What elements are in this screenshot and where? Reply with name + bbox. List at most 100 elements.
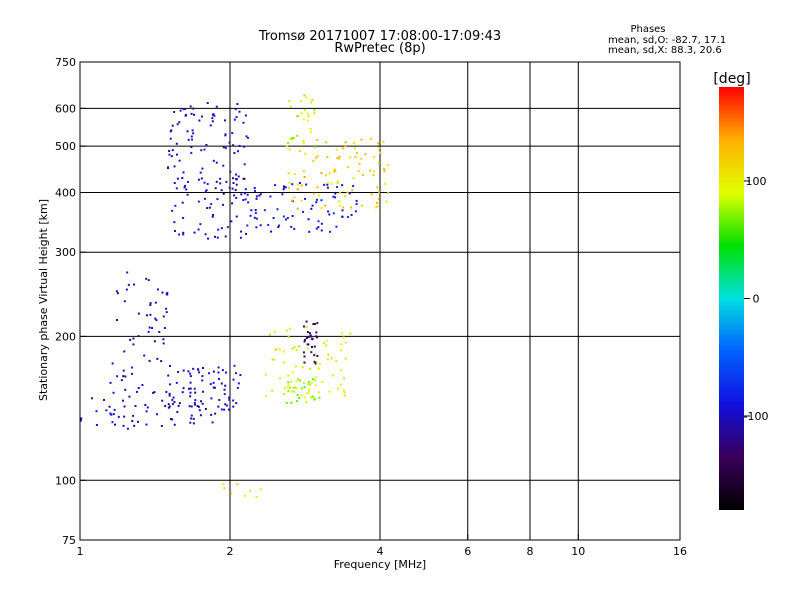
data-point <box>175 153 178 156</box>
data-point <box>342 206 345 209</box>
data-point <box>211 421 214 424</box>
data-point <box>287 381 290 384</box>
data-point <box>253 216 256 219</box>
data-point <box>236 483 239 486</box>
data-point <box>291 347 294 350</box>
data-point <box>343 391 346 394</box>
data-point <box>173 110 176 113</box>
data-point <box>325 141 328 144</box>
data-point <box>200 149 203 152</box>
data-point <box>347 216 350 219</box>
data-point <box>281 193 284 196</box>
data-point <box>317 155 320 158</box>
data-point <box>211 215 214 218</box>
data-point <box>201 366 204 369</box>
data-point <box>167 167 170 170</box>
data-point <box>188 387 191 390</box>
data-point <box>316 322 319 325</box>
data-point <box>206 207 209 210</box>
x-tick-label: 8 <box>527 545 534 558</box>
data-point <box>317 220 320 223</box>
data-point <box>302 382 305 385</box>
data-point <box>270 230 273 233</box>
data-point <box>192 132 195 135</box>
data-point <box>376 186 379 189</box>
data-point <box>277 226 280 229</box>
data-point <box>168 405 171 408</box>
data-point <box>161 291 164 294</box>
data-point <box>170 155 173 158</box>
data-point <box>295 380 298 383</box>
data-point <box>148 359 151 362</box>
data-point <box>232 378 235 381</box>
data-point <box>212 381 215 384</box>
data-point <box>344 341 347 344</box>
data-point <box>170 129 173 132</box>
data-point <box>320 207 323 210</box>
data-point <box>204 407 207 410</box>
data-point <box>236 150 239 153</box>
data-point <box>307 382 310 385</box>
data-point <box>338 200 341 203</box>
data-point <box>167 406 170 409</box>
data-point <box>313 112 316 115</box>
data-point <box>162 315 165 318</box>
data-point <box>246 193 249 196</box>
data-point <box>222 146 225 149</box>
data-point <box>198 409 201 412</box>
data-point <box>310 101 313 104</box>
data-point <box>315 201 318 204</box>
data-point <box>226 226 229 229</box>
data-point <box>246 224 249 227</box>
data-point <box>350 206 353 209</box>
data-point <box>242 145 245 148</box>
data-point <box>169 383 172 386</box>
data-point <box>122 424 125 427</box>
data-point <box>238 110 241 113</box>
data-point <box>235 215 238 218</box>
data-point <box>137 335 140 338</box>
data-point <box>232 144 235 147</box>
x-tick-label: 16 <box>673 545 687 558</box>
data-point <box>201 379 204 382</box>
data-point <box>168 392 171 395</box>
data-point <box>164 405 167 408</box>
data-point <box>173 401 176 404</box>
data-points <box>79 94 390 498</box>
data-point <box>338 155 341 158</box>
data-point <box>228 141 231 144</box>
data-point <box>217 371 220 374</box>
data-point <box>189 372 192 375</box>
data-point <box>160 360 163 363</box>
data-point <box>213 386 216 389</box>
data-point <box>182 217 185 220</box>
data-point <box>282 185 285 188</box>
data-point <box>309 335 312 338</box>
data-point <box>291 390 294 393</box>
data-point <box>342 336 345 339</box>
data-point <box>292 137 295 140</box>
data-point <box>349 156 352 159</box>
data-point <box>376 201 379 204</box>
data-point <box>204 233 207 236</box>
data-point <box>330 357 333 360</box>
data-point <box>133 424 136 427</box>
data-point <box>311 204 314 207</box>
data-point <box>199 223 202 226</box>
data-point <box>185 188 188 191</box>
data-point <box>206 102 209 105</box>
data-point <box>134 404 137 407</box>
data-point <box>295 349 298 352</box>
data-point <box>244 188 247 191</box>
data-point <box>244 114 247 117</box>
data-point <box>332 212 335 215</box>
data-point <box>337 180 340 183</box>
data-point <box>233 152 236 155</box>
data-point <box>80 417 83 420</box>
data-point <box>384 183 387 186</box>
data-point <box>123 415 126 418</box>
data-point <box>264 394 267 397</box>
data-point <box>192 367 195 370</box>
data-point <box>190 151 193 154</box>
